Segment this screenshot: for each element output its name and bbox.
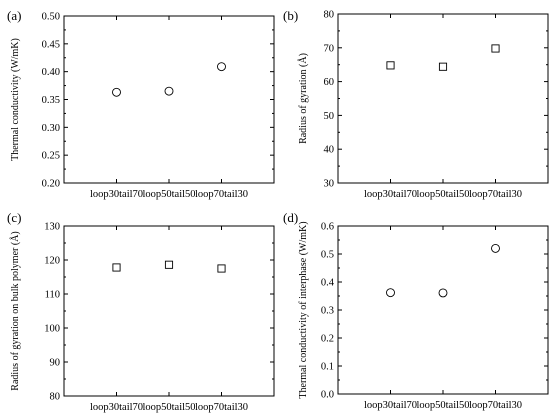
chart-panel-1: 0.20 0.25 0.30 0.35 0.40 0.45 0.50 loop30tail70… <box>7 8 275 200</box>
plot-frame <box>63 15 275 184</box>
x-category-label: loop50tail50 <box>416 400 469 411</box>
x-category-label: loop30tail70 <box>90 189 143 200</box>
y-tick-label: 40 <box>324 145 335 156</box>
data-point <box>164 86 174 96</box>
y-tick-label: 100 <box>44 324 60 335</box>
y-tick-label: 110 <box>45 290 60 301</box>
y-tick-label: 0.1 <box>321 362 334 373</box>
data-point <box>491 44 500 53</box>
data-point <box>112 87 121 97</box>
y-tick-label: 80 <box>324 10 335 21</box>
y-tick-label: 0.30 <box>42 123 60 134</box>
data-point <box>217 62 226 72</box>
panel-label: (b) <box>283 8 298 23</box>
chart-panel-3: 80 90 100 110 120 130 loop30tail70 loop50tail50… <box>7 210 275 413</box>
x-category-label: loop50tail50 <box>142 189 195 200</box>
plot-frame <box>63 225 275 397</box>
data-point <box>217 264 226 273</box>
y-tick-label: 0.0 <box>321 390 334 401</box>
data-point <box>164 260 174 269</box>
y-tick-label: 0.2 <box>321 334 334 345</box>
data-point <box>386 288 395 298</box>
y-tick-label: 0.6 <box>321 222 334 233</box>
data-point <box>438 62 448 71</box>
y-tick-label: 130 <box>44 222 60 233</box>
y-axis-title: Radius of gyration on bulk polymer (Å) <box>9 231 21 390</box>
y-tick-label: 90 <box>50 358 61 369</box>
x-category-label: loop30tail70 <box>90 402 143 413</box>
y-tick-label: 0.40 <box>42 67 60 78</box>
x-category-label: loop70tail30 <box>469 189 522 200</box>
x-category-label: loop70tail30 <box>469 400 522 411</box>
panel-label: (a) <box>7 8 21 23</box>
data-point <box>112 263 121 272</box>
x-category-label: loop50tail50 <box>416 189 469 200</box>
plot-frame <box>337 13 549 184</box>
chart-panel-2: 30 40 50 60 70 80 loop30tail70 loop50tail50 loop… <box>283 8 549 200</box>
plot-frame <box>337 225 549 395</box>
y-tick-label: 60 <box>324 77 335 88</box>
y-tick-label: 70 <box>324 43 335 54</box>
y-tick-label: 0.4 <box>321 278 335 289</box>
y-axis-title: Thermal conductivity of interphase (W/mK… <box>298 221 309 398</box>
x-category-label: loop70tail30 <box>195 402 248 413</box>
data-point <box>386 61 395 70</box>
x-category-label: loop30tail70 <box>364 189 417 200</box>
chart-panel-4: 0.0 0.1 0.2 0.3 0.4 0.5 0.6 loop30tail70 loop50t… <box>283 210 549 411</box>
y-tick-label: 0.35 <box>42 95 60 106</box>
y-tick-label: 80 <box>50 392 61 403</box>
y-tick-label: 30 <box>324 179 335 190</box>
y-tick-label: 0.45 <box>42 39 60 50</box>
x-category-label: loop50tail50 <box>142 402 195 413</box>
y-tick-label: 0.50 <box>42 12 60 23</box>
y-axis-title: Radius of gyration (Å) <box>297 53 309 144</box>
y-tick-label: 0.25 <box>42 151 60 162</box>
panel-label: (c) <box>7 210 21 225</box>
panel-label: (d) <box>283 210 298 225</box>
data-point <box>491 243 500 253</box>
y-tick-label: 0.3 <box>321 306 334 317</box>
y-tick-label: 50 <box>324 111 335 122</box>
y-tick-label: 120 <box>44 256 60 267</box>
x-category-label: loop70tail30 <box>195 189 248 200</box>
x-category-label: loop30tail70 <box>364 400 417 411</box>
y-tick-label: 0.5 <box>321 250 334 261</box>
y-tick-label: 0.20 <box>42 179 60 190</box>
y-axis-title: Thermal conductivity (W/mK) <box>10 38 21 161</box>
data-point <box>438 288 448 298</box>
